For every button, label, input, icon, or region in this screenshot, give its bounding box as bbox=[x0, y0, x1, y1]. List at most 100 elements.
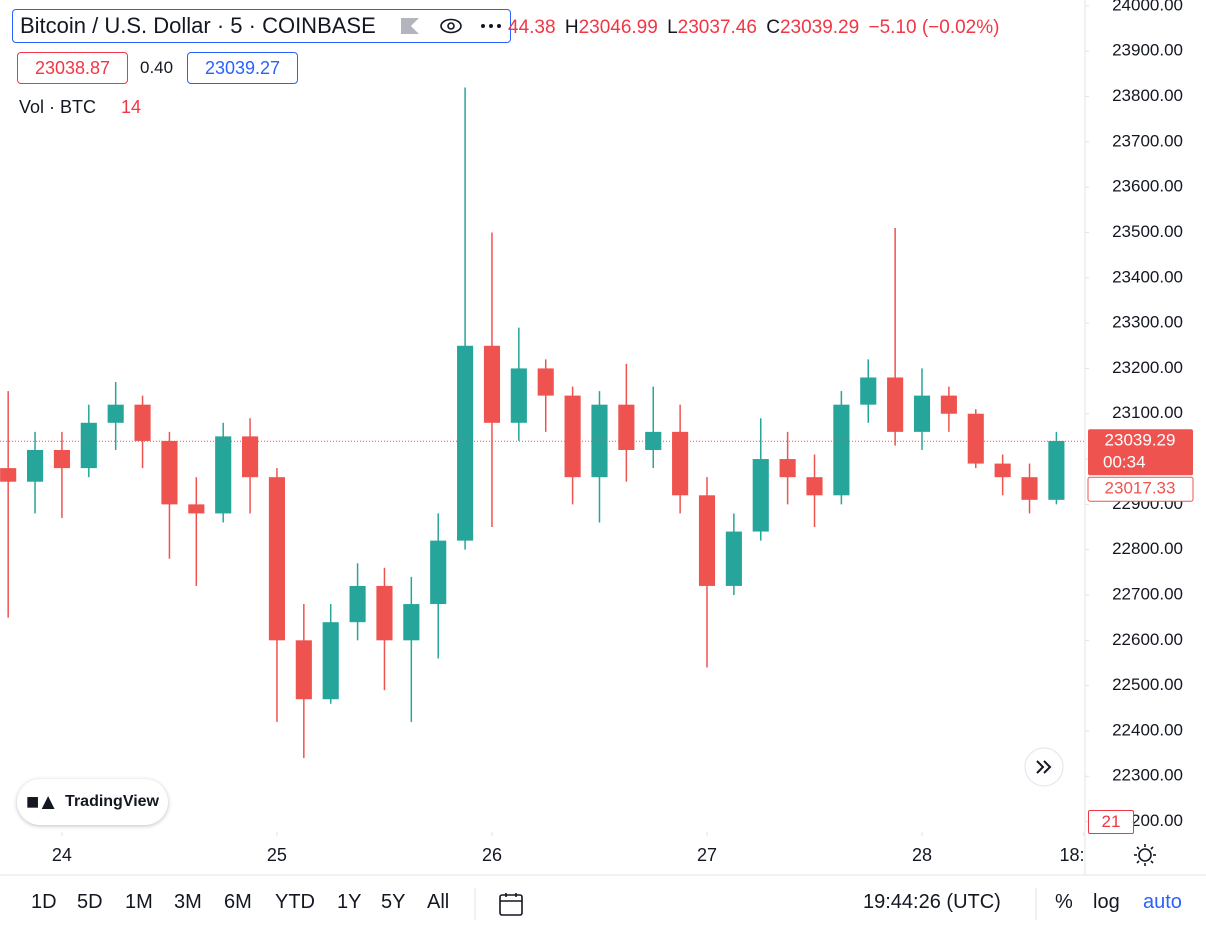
ohlc-strip: 44.38 H23046.99 L23037.46 C23039.29 −5.1… bbox=[508, 17, 999, 39]
y-tick-label: 23100.00 bbox=[1112, 403, 1183, 422]
y-tick-label: 23900.00 bbox=[1112, 41, 1183, 60]
candle-body bbox=[107, 404, 124, 423]
x-tick-label: 24 bbox=[52, 845, 72, 865]
candle-body bbox=[940, 395, 957, 414]
candle-body bbox=[53, 449, 70, 469]
y-tick-label: 23500.00 bbox=[1112, 222, 1183, 241]
y-tick-label: 23200.00 bbox=[1112, 358, 1183, 377]
x-tick-label: 26 bbox=[482, 845, 502, 865]
range-button[interactable]: 1D bbox=[31, 891, 57, 913]
y-tick-label: 22500.00 bbox=[1112, 675, 1183, 694]
range-button[interactable]: 6M bbox=[224, 891, 252, 913]
candle-body bbox=[833, 404, 850, 496]
high-key: H bbox=[564, 17, 579, 38]
y-tick-label: 23700.00 bbox=[1112, 131, 1183, 150]
percent-button[interactable]: % bbox=[1055, 891, 1073, 913]
second-price-box bbox=[1087, 476, 1194, 502]
candle-body bbox=[564, 395, 581, 478]
candle-body bbox=[403, 604, 420, 641]
plot-area bbox=[0, 87, 1085, 759]
clock: 19:44:26 (UTC) bbox=[863, 891, 1001, 913]
candle-body bbox=[591, 404, 608, 478]
change-value: −5.10 (−0.02%) bbox=[868, 17, 1000, 38]
candle-body bbox=[242, 436, 259, 478]
high-value: 23046.99 bbox=[578, 17, 658, 38]
range-button[interactable]: 1M bbox=[125, 891, 153, 913]
candle-body bbox=[510, 368, 527, 423]
candle-body bbox=[618, 404, 635, 450]
settings-icon[interactable] bbox=[1134, 844, 1156, 866]
candle-body bbox=[725, 531, 742, 586]
candle-body bbox=[0, 468, 17, 482]
close-key: C bbox=[766, 17, 780, 38]
candle-body bbox=[483, 345, 501, 423]
sell-button[interactable]: 23038.87 bbox=[17, 52, 128, 84]
candle-body bbox=[430, 540, 447, 605]
volume-value: 14 bbox=[121, 97, 142, 117]
candle-body bbox=[994, 463, 1011, 478]
range-button[interactable]: 1Y bbox=[337, 891, 362, 913]
y-tick-label: 23600.00 bbox=[1112, 177, 1183, 196]
logo-mark: ■▲ bbox=[25, 789, 59, 814]
close-value: 23039.29 bbox=[779, 17, 860, 38]
symbol: Bitcoin / U.S. Dollar · 5 · COINBASE bbox=[20, 13, 376, 38]
countdown-label: 00:34 bbox=[1103, 453, 1146, 472]
low-key: L bbox=[667, 17, 678, 38]
candle-body bbox=[457, 345, 474, 541]
second-price-label: 23017.33 bbox=[1105, 479, 1176, 498]
candle-body bbox=[322, 622, 339, 700]
candle-body bbox=[161, 440, 178, 505]
candle-body bbox=[967, 413, 984, 464]
y-tick-label: 22400.00 bbox=[1112, 720, 1183, 739]
y-tick-label: 22600.00 bbox=[1112, 630, 1183, 649]
y-tick-label: 23400.00 bbox=[1112, 267, 1183, 286]
y-tick-label: 22300.00 bbox=[1112, 766, 1183, 785]
volume-label: Vol · BTC bbox=[19, 97, 97, 117]
more-icon[interactable] bbox=[479, 16, 503, 36]
candle-body bbox=[26, 449, 44, 482]
candle-body bbox=[752, 459, 769, 532]
last-price-label: 23039.29 bbox=[1105, 431, 1176, 450]
buy-button[interactable]: 23039.27 bbox=[187, 52, 298, 84]
x-tick-label: 28 bbox=[912, 845, 932, 865]
range-button[interactable]: All bbox=[427, 891, 450, 913]
y-tick-label: 22700.00 bbox=[1112, 584, 1183, 603]
y-tick-label: 23800.00 bbox=[1112, 86, 1183, 105]
candle-body bbox=[295, 640, 312, 700]
logo-badge[interactable]: ■▲ TradingView bbox=[17, 779, 168, 825]
candle-body bbox=[215, 436, 232, 514]
candle-body bbox=[1021, 477, 1038, 500]
flag-icon[interactable] bbox=[401, 18, 419, 34]
eye-icon[interactable] bbox=[439, 16, 463, 36]
range-button[interactable]: 5D bbox=[77, 891, 103, 913]
candle-body bbox=[887, 377, 904, 432]
candle-body bbox=[806, 477, 823, 496]
symbol-box[interactable]: Bitcoin / U.S. Dollar · 5 · COINBASE bbox=[12, 9, 511, 43]
candle-body bbox=[134, 404, 151, 441]
candle-body bbox=[860, 377, 877, 405]
open-value: 44.38 bbox=[508, 17, 556, 38]
calendar-icon[interactable] bbox=[499, 893, 523, 916]
scroll-button[interactable] bbox=[1024, 747, 1064, 787]
candle-body bbox=[537, 368, 554, 396]
x-tick-label: 25 bbox=[267, 845, 287, 865]
range-button[interactable]: 5Y bbox=[381, 891, 406, 913]
range-button[interactable]: YTD bbox=[275, 891, 315, 913]
range-button[interactable]: 3M bbox=[174, 891, 202, 913]
candle-body bbox=[188, 504, 205, 514]
candle-body bbox=[645, 431, 662, 450]
candle-body bbox=[376, 585, 393, 641]
auto-button[interactable]: auto bbox=[1143, 891, 1182, 913]
x-tick-label: 27 bbox=[697, 845, 717, 865]
candle-body bbox=[349, 585, 366, 623]
candle-body bbox=[1048, 440, 1065, 500]
spread: 0.40 bbox=[140, 58, 174, 77]
log-button[interactable]: log bbox=[1093, 891, 1120, 913]
x-tick-label: 18: bbox=[1059, 845, 1084, 865]
candle-body bbox=[672, 431, 689, 496]
candle-body bbox=[698, 495, 716, 586]
volume-axis-label: 21 bbox=[1088, 810, 1134, 834]
candle-body bbox=[268, 477, 286, 641]
